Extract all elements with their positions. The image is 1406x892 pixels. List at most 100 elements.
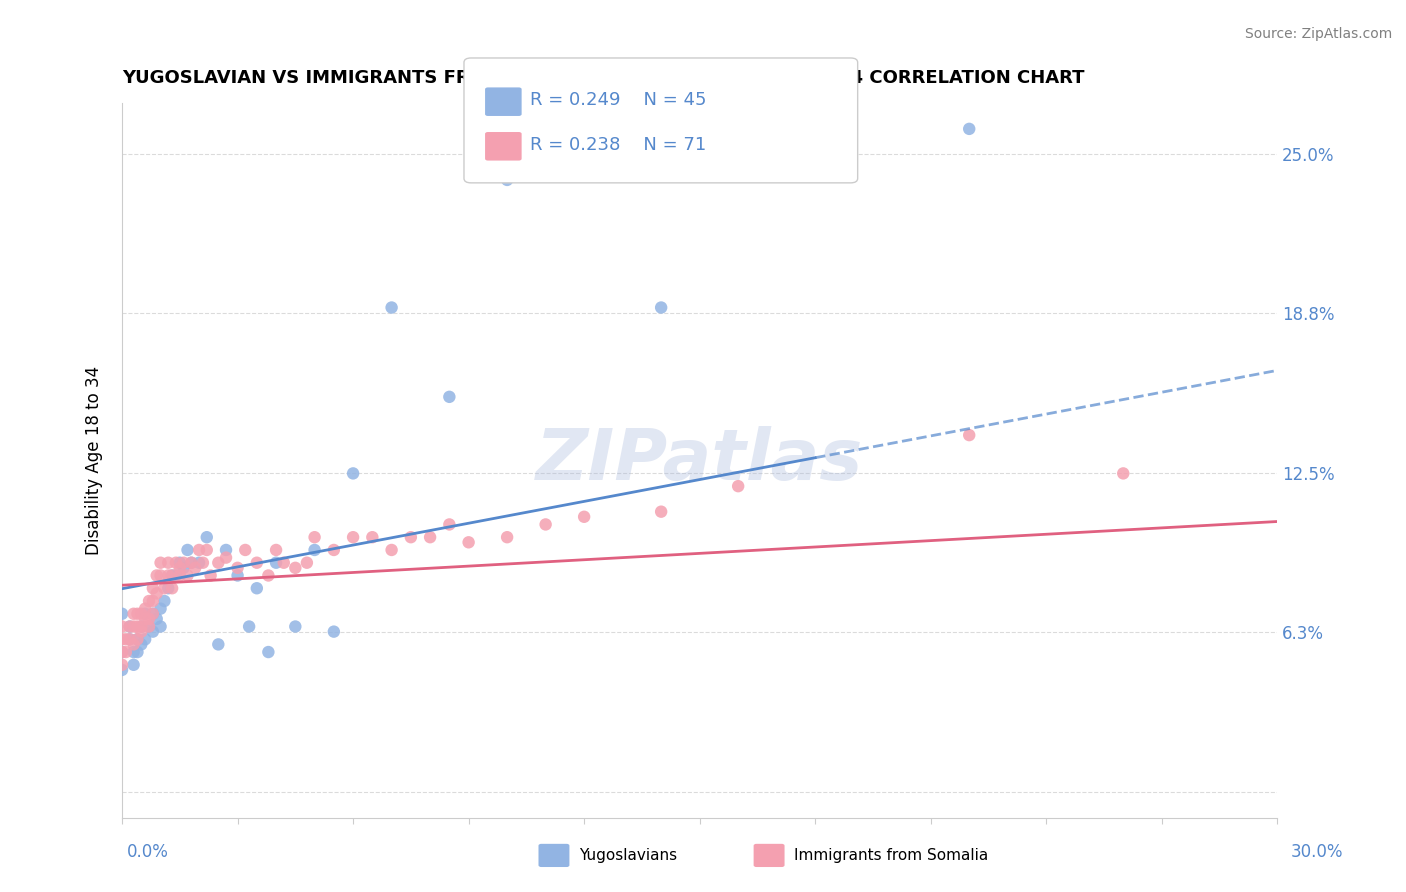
Point xyxy=(142,607,165,621)
Point xyxy=(131,607,153,621)
Point xyxy=(439,390,461,404)
Point xyxy=(111,663,134,677)
Point xyxy=(111,657,134,672)
Point xyxy=(173,556,195,570)
Point xyxy=(145,612,167,626)
Text: Yugoslavians: Yugoslavians xyxy=(579,848,678,863)
Point xyxy=(115,632,138,647)
Point xyxy=(149,619,172,633)
Point xyxy=(200,568,222,582)
Text: Source: ZipAtlas.com: Source: ZipAtlas.com xyxy=(1244,27,1392,41)
Point xyxy=(111,619,134,633)
Point xyxy=(419,530,441,544)
Point xyxy=(122,645,145,659)
Point xyxy=(153,581,176,595)
Point xyxy=(165,556,187,570)
Point xyxy=(149,556,172,570)
Text: R = 0.249    N = 45: R = 0.249 N = 45 xyxy=(530,91,707,109)
Point xyxy=(138,619,160,633)
Point xyxy=(226,568,249,582)
Text: 30.0%: 30.0% xyxy=(1291,843,1343,861)
Point xyxy=(264,556,287,570)
Point xyxy=(342,530,364,544)
Point xyxy=(727,479,749,493)
Point xyxy=(207,637,229,651)
Point xyxy=(233,543,256,558)
Point xyxy=(169,568,191,582)
Point xyxy=(191,556,214,570)
Point xyxy=(131,619,153,633)
Point xyxy=(157,581,180,595)
Point xyxy=(457,535,479,549)
Point xyxy=(142,581,165,595)
Point xyxy=(304,530,326,544)
Point xyxy=(111,607,134,621)
Point xyxy=(131,637,153,651)
Point xyxy=(957,428,980,442)
Point xyxy=(264,543,287,558)
Point xyxy=(215,543,238,558)
Point xyxy=(1112,467,1135,481)
Point xyxy=(111,632,134,647)
Point xyxy=(127,645,149,659)
Point xyxy=(138,594,160,608)
Point xyxy=(160,581,183,595)
Point xyxy=(160,568,183,582)
Point xyxy=(534,517,557,532)
Point xyxy=(131,624,153,639)
Point xyxy=(381,543,404,558)
Point xyxy=(284,561,307,575)
Point xyxy=(127,632,149,647)
Point xyxy=(188,543,211,558)
Point xyxy=(322,543,344,558)
Point xyxy=(257,645,280,659)
Point xyxy=(176,543,198,558)
Point xyxy=(195,543,218,558)
Point xyxy=(273,556,295,570)
Point xyxy=(957,121,980,136)
Point xyxy=(160,568,183,582)
Point xyxy=(115,645,138,659)
Text: 0.0%: 0.0% xyxy=(127,843,169,861)
Point xyxy=(215,550,238,565)
Text: Immigrants from Somalia: Immigrants from Somalia xyxy=(794,848,988,863)
Point xyxy=(111,645,134,659)
Point xyxy=(188,556,211,570)
Y-axis label: Disability Age 18 to 34: Disability Age 18 to 34 xyxy=(86,366,103,555)
Point xyxy=(127,619,149,633)
Point xyxy=(180,556,202,570)
Point xyxy=(145,568,167,582)
Point xyxy=(257,568,280,582)
Point xyxy=(122,607,145,621)
Point xyxy=(111,645,134,659)
Point xyxy=(169,556,191,570)
Point xyxy=(238,619,260,633)
Point xyxy=(184,561,207,575)
Point xyxy=(246,581,269,595)
Point xyxy=(149,601,172,615)
Point xyxy=(122,619,145,633)
Point xyxy=(246,556,269,570)
Point xyxy=(157,568,180,582)
Text: ZIPatlas: ZIPatlas xyxy=(536,426,863,495)
Point xyxy=(322,624,344,639)
Point xyxy=(138,612,160,626)
Point xyxy=(142,594,165,608)
Point xyxy=(138,619,160,633)
Point xyxy=(176,568,198,582)
Point xyxy=(122,657,145,672)
Text: R = 0.238    N = 71: R = 0.238 N = 71 xyxy=(530,136,706,153)
Point xyxy=(572,509,595,524)
Point xyxy=(131,619,153,633)
Point xyxy=(180,556,202,570)
Point xyxy=(145,586,167,600)
Point xyxy=(134,612,156,626)
Point xyxy=(439,517,461,532)
Point xyxy=(134,632,156,647)
Point xyxy=(226,561,249,575)
Point xyxy=(342,467,364,481)
Point xyxy=(165,568,187,582)
Point xyxy=(149,568,172,582)
Point xyxy=(496,173,519,187)
Point xyxy=(650,301,672,315)
